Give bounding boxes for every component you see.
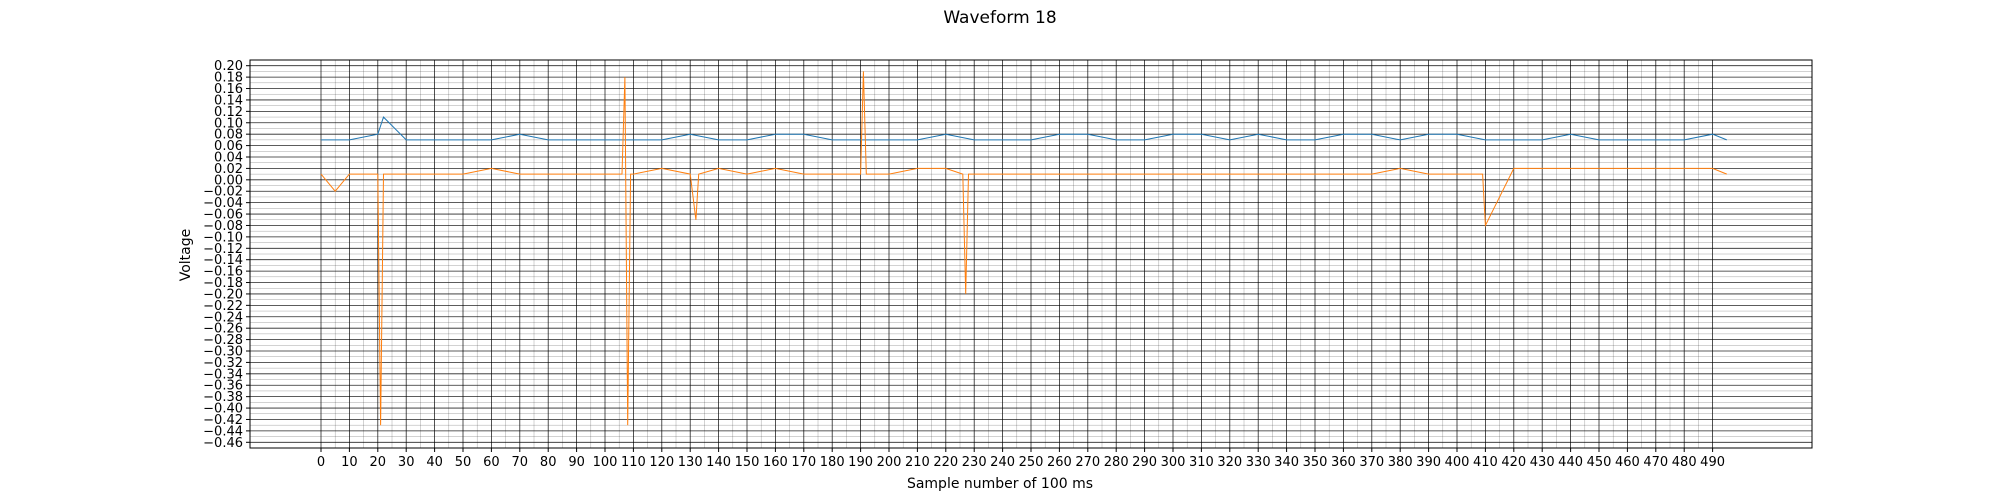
grid <box>250 60 1812 448</box>
y-tick-label: 0.12 <box>214 105 243 120</box>
chart-title: Waveform 18 <box>943 8 1056 28</box>
x-tick-label: 240 <box>990 455 1015 470</box>
y-tick-label: −0.34 <box>203 367 243 382</box>
x-tick-label: 270 <box>1075 455 1100 470</box>
x-tick-label: 490 <box>1700 455 1725 470</box>
y-axis-label: Voltage <box>178 229 194 282</box>
y-tick-label: 0.18 <box>214 71 243 86</box>
x-tick-label: 340 <box>1274 455 1299 470</box>
x-tick-label: 370 <box>1359 455 1384 470</box>
y-tick-label: 0.14 <box>214 93 243 108</box>
y-tick-label: −0.46 <box>203 436 243 451</box>
x-tick-label: 180 <box>820 455 845 470</box>
y-tick-label: −0.24 <box>203 310 243 325</box>
x-tick-label: 90 <box>568 455 585 470</box>
y-tick-label: −0.44 <box>203 424 243 439</box>
x-tick-label: 480 <box>1672 455 1697 470</box>
x-tick-label: 470 <box>1643 455 1668 470</box>
x-tick-label: 450 <box>1587 455 1612 470</box>
x-tick-label: 0 <box>317 455 325 470</box>
y-tick-label: −0.14 <box>203 253 243 268</box>
x-tick-label: 250 <box>1019 455 1044 470</box>
x-tick-label: 200 <box>877 455 902 470</box>
y-tick-label: −0.16 <box>203 265 243 280</box>
x-tick-label: 220 <box>933 455 958 470</box>
x-axis-label: Sample number of 100 ms <box>907 476 1093 492</box>
y-tick-label: −0.04 <box>203 196 243 211</box>
x-tick-label: 210 <box>905 455 930 470</box>
x-tick-label: 460 <box>1615 455 1640 470</box>
x-tick-label: 140 <box>706 455 731 470</box>
x-tick-label: 20 <box>370 455 387 470</box>
y-tick-label: −0.22 <box>203 299 243 314</box>
x-tick-label: 350 <box>1303 455 1328 470</box>
x-tick-label: 390 <box>1416 455 1441 470</box>
x-tick-label: 380 <box>1388 455 1413 470</box>
x-tick-label: 280 <box>1104 455 1129 470</box>
y-tick-label: −0.02 <box>203 185 243 200</box>
x-tick-label: 10 <box>341 455 358 470</box>
x-tick-label: 30 <box>398 455 415 470</box>
series-line-1 <box>321 116 1727 141</box>
x-tick-label: 120 <box>649 455 674 470</box>
y-tick-label: −0.38 <box>203 390 243 405</box>
y-tick-label: −0.28 <box>203 333 243 348</box>
x-tick-label: 410 <box>1473 455 1498 470</box>
y-tick-label: −0.42 <box>203 413 243 428</box>
y-tick-label: −0.18 <box>203 276 243 291</box>
y-tick-label: −0.30 <box>203 345 243 360</box>
x-tick-label: 170 <box>791 455 816 470</box>
x-tick-label: 430 <box>1530 455 1555 470</box>
y-tick-label: −0.06 <box>203 208 243 223</box>
x-tick-label: 150 <box>735 455 760 470</box>
x-tick-label: 420 <box>1501 455 1526 470</box>
series-line-2 <box>320 71 1727 426</box>
x-tick-label: 310 <box>1189 455 1214 470</box>
y-axis: 0.200.180.160.140.120.100.080.060.040.02… <box>203 59 250 451</box>
y-tick-label: 0.20 <box>214 59 243 74</box>
x-tick-label: 330 <box>1246 455 1271 470</box>
y-tick-label: 0.08 <box>214 128 243 143</box>
x-tick-label: 300 <box>1161 455 1186 470</box>
x-tick-label: 40 <box>426 455 443 470</box>
x-tick-label: 130 <box>678 455 703 470</box>
x-tick-label: 50 <box>455 455 472 470</box>
x-tick-label: 260 <box>1047 455 1072 470</box>
y-tick-label: 0.02 <box>214 162 243 177</box>
y-tick-label: −0.32 <box>203 356 243 371</box>
x-tick-label: 80 <box>540 455 557 470</box>
x-tick-label: 230 <box>962 455 987 470</box>
x-tick-label: 400 <box>1445 455 1470 470</box>
y-tick-label: 0.04 <box>214 151 243 166</box>
y-tick-label: −0.26 <box>203 322 243 337</box>
y-tick-label: −0.08 <box>203 219 243 234</box>
x-tick-label: 290 <box>1132 455 1157 470</box>
y-tick-label: −0.10 <box>203 230 243 245</box>
x-tick-label: 100 <box>593 455 618 470</box>
x-tick-label: 70 <box>512 455 529 470</box>
x-tick-label: 60 <box>483 455 500 470</box>
series-layer <box>320 71 1727 426</box>
x-tick-label: 160 <box>763 455 788 470</box>
y-tick-label: −0.12 <box>203 242 243 257</box>
y-tick-label: −0.36 <box>203 379 243 394</box>
y-tick-label: 0.10 <box>214 116 243 131</box>
x-tick-label: 440 <box>1558 455 1583 470</box>
x-axis: 0 10 20 30 40 50 60 70 80 90 100 110 120 130 140 150 160… <box>317 448 1725 470</box>
y-tick-label: −0.20 <box>203 287 243 302</box>
x-tick-label: 360 <box>1331 455 1356 470</box>
x-tick-label: 320 <box>1217 455 1242 470</box>
y-tick-label: 0.16 <box>214 82 243 97</box>
y-tick-label: 0.00 <box>214 173 243 188</box>
y-tick-label: 0.06 <box>214 139 243 154</box>
x-tick-label: 110 <box>621 455 646 470</box>
y-tick-label: −0.40 <box>203 402 243 417</box>
x-tick-label: 190 <box>848 455 873 470</box>
